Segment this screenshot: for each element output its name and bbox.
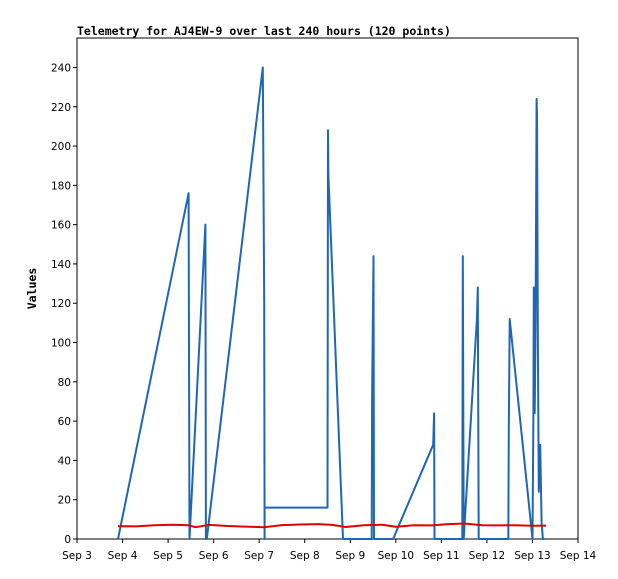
- y-axis-ticks: 0 20 40 60 80 100 120 140 160 180 200 220 240: [51, 62, 77, 546]
- x-tick-label: Sep 5: [153, 550, 183, 562]
- x-axis-ticks: Sep 3 Sep 4 Sep 5 Sep 6 Sep 7 Sep 8 Sep 9 Sep 1…: [62, 539, 597, 562]
- y-tick-label: 40: [58, 455, 71, 467]
- y-tick-label: 80: [58, 377, 71, 389]
- x-tick-label: Sep 3: [62, 550, 92, 562]
- x-tick-label: Sep 12: [469, 550, 506, 562]
- y-tick-label: 20: [58, 495, 71, 507]
- x-tick-label: Sep 8: [290, 550, 320, 562]
- x-tick-label: Sep 10: [378, 550, 415, 562]
- y-tick-label: 240: [51, 62, 71, 74]
- y-tick-label: 120: [51, 298, 71, 310]
- y-tick-label: 180: [51, 180, 71, 192]
- y-tick-label: 0: [64, 534, 71, 546]
- x-tick-label: Sep 9: [335, 550, 365, 562]
- y-tick-label: 100: [51, 338, 71, 350]
- series-line-1: [117, 66, 545, 540]
- x-tick-label: Sep 11: [423, 550, 460, 562]
- x-tick-label: Sep 4: [108, 550, 138, 562]
- series-layer: [117, 66, 547, 540]
- y-axis-label: Values: [25, 268, 39, 310]
- series-line-2: [117, 522, 547, 529]
- x-tick-label: Sep 6: [199, 550, 229, 562]
- y-tick-label: 220: [51, 102, 71, 114]
- y-tick-label: 200: [51, 141, 71, 153]
- x-tick-label: Sep 14: [560, 550, 597, 562]
- y-tick-label: 60: [58, 416, 71, 428]
- x-tick-label: Sep 7: [244, 550, 274, 562]
- x-tick-label: Sep 13: [514, 550, 551, 562]
- y-tick-label: 160: [51, 220, 71, 232]
- y-tick-label: 140: [51, 259, 71, 271]
- chart-title: Telemetry for AJ4EW-9 over last 240 hour…: [77, 24, 451, 38]
